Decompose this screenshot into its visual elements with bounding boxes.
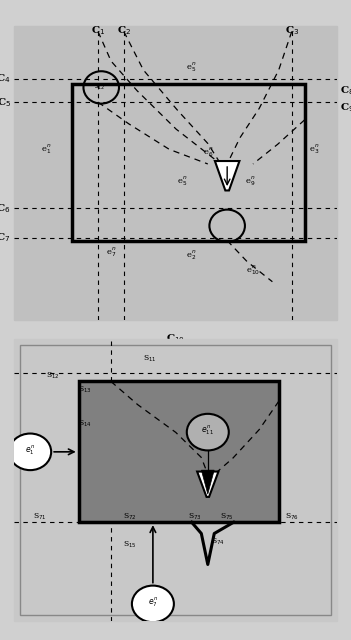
Text: C$_6$: C$_6$ — [0, 202, 11, 214]
Text: e$_1^n$: e$_1^n$ — [41, 143, 52, 156]
Text: S$_{14}$: S$_{14}$ — [78, 419, 92, 429]
Text: (a): (a) — [164, 349, 187, 364]
Text: e$_6^n$: e$_6^n$ — [203, 145, 213, 159]
Text: C$_4$: C$_4$ — [0, 72, 11, 85]
Text: $s_{12}$: $s_{12}$ — [94, 83, 105, 92]
Circle shape — [187, 414, 229, 451]
Text: C$_2$: C$_2$ — [117, 24, 131, 37]
Text: $e_{11}^n$: $e_{11}^n$ — [201, 424, 214, 438]
Polygon shape — [215, 161, 239, 191]
Text: $e_7^n$: $e_7^n$ — [148, 596, 158, 609]
Text: e$_5^n$: e$_5^n$ — [186, 60, 197, 74]
Text: $e_1^n$: $e_1^n$ — [25, 444, 35, 457]
Text: e$_{10}^n$: e$_{10}^n$ — [246, 263, 260, 276]
Text: S$_{76}$: S$_{76}$ — [285, 511, 299, 522]
Bar — [79, 381, 279, 522]
Bar — [72, 84, 305, 241]
Text: S$_{72}$: S$_{72}$ — [124, 511, 137, 522]
Text: S$_{12}$: S$_{12}$ — [46, 371, 60, 381]
Text: S$_{74}$: S$_{74}$ — [211, 537, 224, 547]
Polygon shape — [201, 470, 214, 494]
Text: e$_3^n$: e$_3^n$ — [309, 143, 319, 156]
Text: e$_2^n$: e$_2^n$ — [186, 248, 197, 262]
Text: C$_5$: C$_5$ — [0, 96, 11, 109]
Text: C$_9$: C$_9$ — [340, 102, 351, 115]
Circle shape — [132, 586, 174, 622]
Text: S$_{71}$: S$_{71}$ — [33, 511, 47, 522]
Text: C$_1$: C$_1$ — [91, 24, 105, 37]
Circle shape — [9, 433, 51, 470]
Text: C$_8$: C$_8$ — [340, 84, 351, 97]
Text: C$_7$: C$_7$ — [0, 231, 11, 244]
Text: S$_{73}$: S$_{73}$ — [188, 511, 202, 522]
Text: S$_{13}$: S$_{13}$ — [78, 385, 92, 395]
Text: S$_{15}$: S$_{15}$ — [124, 540, 137, 550]
Text: e$_7^n$: e$_7^n$ — [106, 246, 116, 259]
Text: S$_{11}$: S$_{11}$ — [143, 354, 157, 364]
Text: e$_9^n$: e$_9^n$ — [245, 175, 255, 188]
Text: e$_5^n$: e$_5^n$ — [177, 175, 187, 188]
Text: S$_{75}$: S$_{75}$ — [220, 511, 234, 522]
Text: C$_{10}$: C$_{10}$ — [166, 332, 185, 344]
Text: C$_3$: C$_3$ — [285, 24, 299, 37]
Polygon shape — [197, 472, 218, 497]
